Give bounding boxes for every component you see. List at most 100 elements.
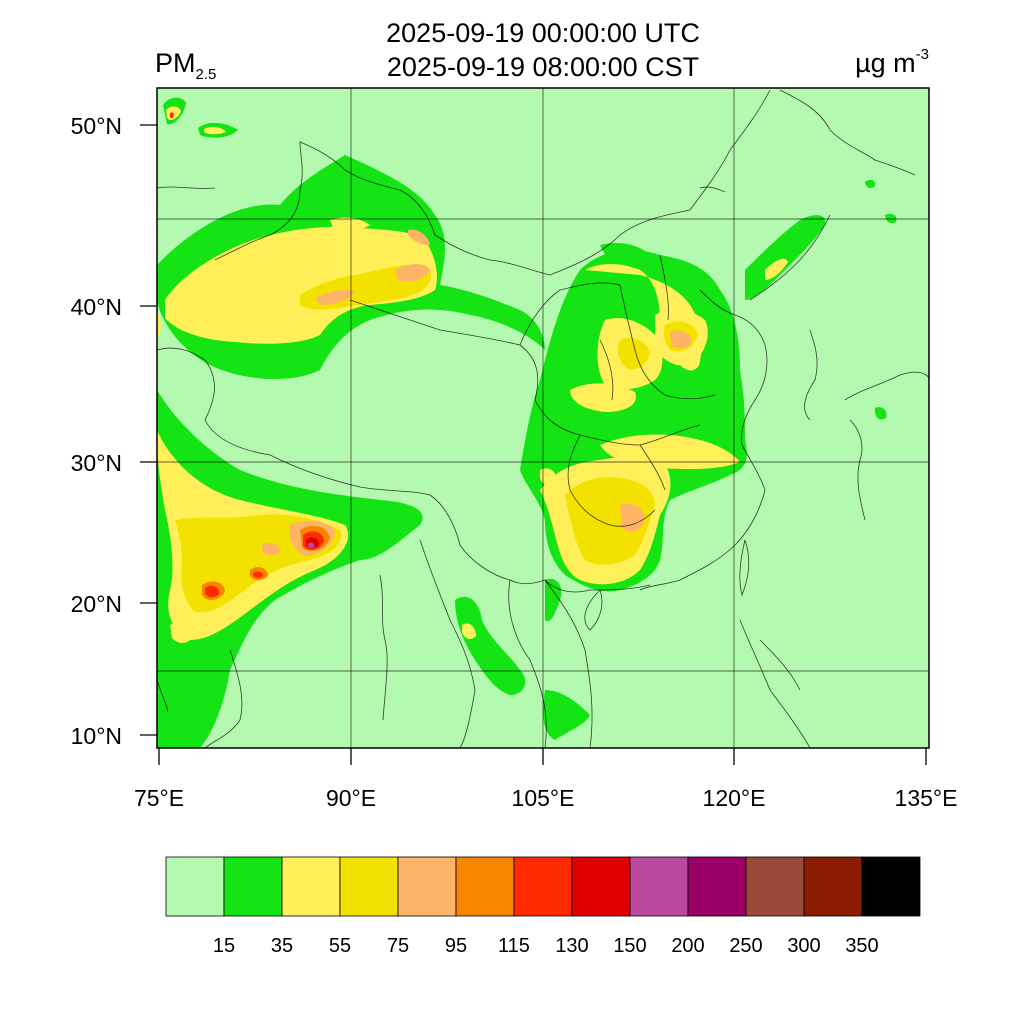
contour-green	[455, 596, 526, 695]
lat-label: 10°N	[71, 723, 122, 749]
boundary-line	[619, 284, 716, 400]
colorbar-box	[513, 856, 573, 917]
colorbar-label: 250	[729, 935, 762, 957]
colorbar-label: 95	[445, 935, 467, 957]
colorbar-label: 350	[845, 935, 878, 957]
colorbar: 15 35 55 75 95 115 130 150 200 250 300 350	[165, 856, 921, 957]
contour-yellow	[170, 623, 195, 643]
lon-label: 120°E	[703, 785, 766, 811]
colorbar-label: 75	[387, 935, 409, 957]
colorbar-box	[571, 856, 631, 917]
contour-yellow	[330, 217, 370, 231]
contour-peach	[620, 503, 645, 532]
lat-label: 30°N	[71, 450, 122, 476]
boundaries	[157, 89, 929, 748]
colorbar-label: 150	[613, 935, 646, 957]
boundary-line	[739, 619, 811, 748]
colorbar-label: 115	[498, 935, 530, 957]
colorbar-box	[455, 856, 515, 917]
boundary-line	[599, 339, 614, 401]
unit-superscript: -3	[916, 46, 929, 63]
colorbar-label: 55	[329, 935, 351, 957]
boundary-line	[584, 589, 603, 631]
colorbar-box	[281, 856, 341, 917]
boundary-line	[739, 539, 750, 597]
contour-green	[157, 690, 185, 748]
contour-gold	[618, 338, 650, 370]
longitude-axis: 75°E 90°E 105°E 120°E 135°E	[134, 748, 957, 811]
colorbar-boxes	[165, 856, 921, 917]
colorbar-label: 130	[555, 935, 588, 957]
boundary-line	[544, 579, 651, 593]
contour-green	[865, 179, 876, 189]
unit-main: µg m	[855, 48, 916, 78]
contour-yellow	[165, 226, 437, 344]
contour-green	[874, 407, 887, 420]
colorbar-label: 35	[271, 935, 293, 957]
boundary-line	[214, 141, 731, 276]
boundary-line	[749, 214, 831, 301]
contour-peach	[408, 229, 430, 246]
contour-red	[169, 112, 174, 119]
lon-label: 75°E	[134, 785, 184, 811]
lon-label: 105°E	[512, 785, 575, 811]
contour-red	[205, 585, 220, 598]
colorbar-box	[745, 856, 805, 917]
boundary-line	[419, 539, 476, 748]
contour-yellow	[204, 126, 226, 135]
contour-yellow	[540, 468, 556, 485]
contour-purple	[308, 542, 315, 548]
contour-peach	[395, 264, 430, 282]
boundary-line	[508, 579, 547, 748]
unit-label: µg m-3	[855, 46, 929, 78]
variable-name: PM	[155, 48, 196, 78]
boundary-line	[349, 299, 701, 446]
contour-peach	[262, 542, 280, 556]
contour-green	[545, 578, 562, 622]
boundary-line	[544, 579, 593, 748]
contour-yellow	[600, 434, 740, 470]
lat-label: 20°N	[71, 591, 122, 617]
contour-yellow	[166, 106, 181, 120]
colorbar-box	[687, 856, 747, 917]
variable-label: PM2.5	[155, 48, 216, 83]
contour-peach	[315, 290, 355, 305]
graticule	[157, 88, 929, 748]
colorbar-box	[861, 856, 921, 917]
boundary-line	[699, 289, 768, 446]
time-local: 2025-09-19 08:00:00 CST	[387, 52, 699, 82]
contour-yellow	[157, 310, 161, 338]
boundary-line	[204, 649, 243, 748]
colorbar-box	[165, 856, 225, 917]
contour-yellow	[462, 623, 476, 639]
boundary-line	[157, 679, 169, 713]
colorbar-labels: 15 35 55 75 95 115 130 150 200 250 300 350	[213, 935, 879, 957]
colorbar-box	[397, 856, 457, 917]
contour-yellow	[570, 383, 636, 412]
latitude-axis: 50°N 40°N 30°N 20°N 10°N	[71, 113, 157, 749]
contour-yellow	[765, 258, 788, 280]
lat-label: 40°N	[71, 294, 122, 320]
boundary-line	[379, 574, 388, 721]
boundary-line	[759, 639, 801, 691]
map-plot	[157, 88, 929, 748]
boundary-line	[849, 419, 866, 521]
colorbar-box	[803, 856, 863, 917]
lon-label: 90°E	[326, 785, 376, 811]
colorbar-label: 300	[787, 935, 820, 957]
lat-label: 50°N	[71, 113, 122, 139]
contour-red	[253, 571, 263, 578]
colorbar-label: 15	[213, 935, 235, 957]
variable-subscript: 2.5	[196, 66, 217, 83]
boundary-line	[639, 444, 766, 591]
contour-yellow	[157, 438, 172, 467]
boundary-line	[157, 186, 216, 189]
contour-peach	[670, 330, 692, 349]
colorbar-box	[223, 856, 283, 917]
boundary-line	[699, 186, 726, 193]
boundary-line	[639, 444, 666, 491]
boundary-line	[567, 434, 656, 527]
boundary-line	[779, 89, 916, 176]
boundary-line	[844, 371, 929, 401]
